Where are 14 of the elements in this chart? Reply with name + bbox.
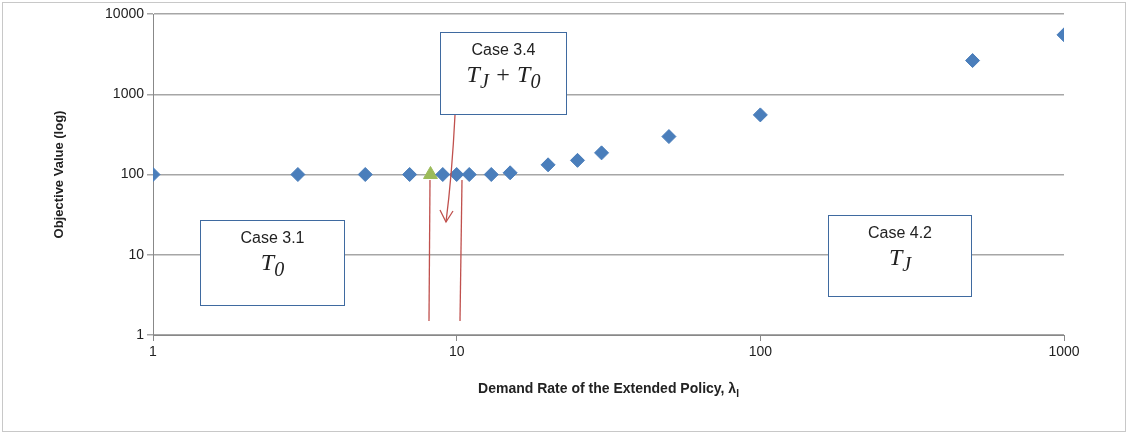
x-tick-label: 1 — [149, 343, 158, 360]
note-box: Case 4.2 T$_{J}$ — [828, 215, 972, 297]
y-tick-label: 10 — [128, 245, 145, 262]
x-tick-label: 100 — [748, 343, 773, 360]
x-tick-label: 1000 — [1048, 343, 1080, 360]
y-tick-label: 10000 — [105, 4, 145, 21]
note-box: Case 3.4 T$_{J}$ + T$_{0}$ — [440, 32, 567, 115]
y-tick-label: 100 — [120, 165, 145, 182]
note-box: Case 3.1 T$_{0}$ — [200, 220, 345, 306]
y-tick-label: 1 — [136, 325, 145, 342]
y-axis-title: Objective Value (log) — [51, 110, 67, 239]
x-tick-label: 10 — [448, 343, 465, 360]
x-axis-title: Demand Rate of the Extended Policy, λ$_{I}$ — [477, 380, 740, 399]
y-tick-label: 1000 — [112, 85, 145, 102]
